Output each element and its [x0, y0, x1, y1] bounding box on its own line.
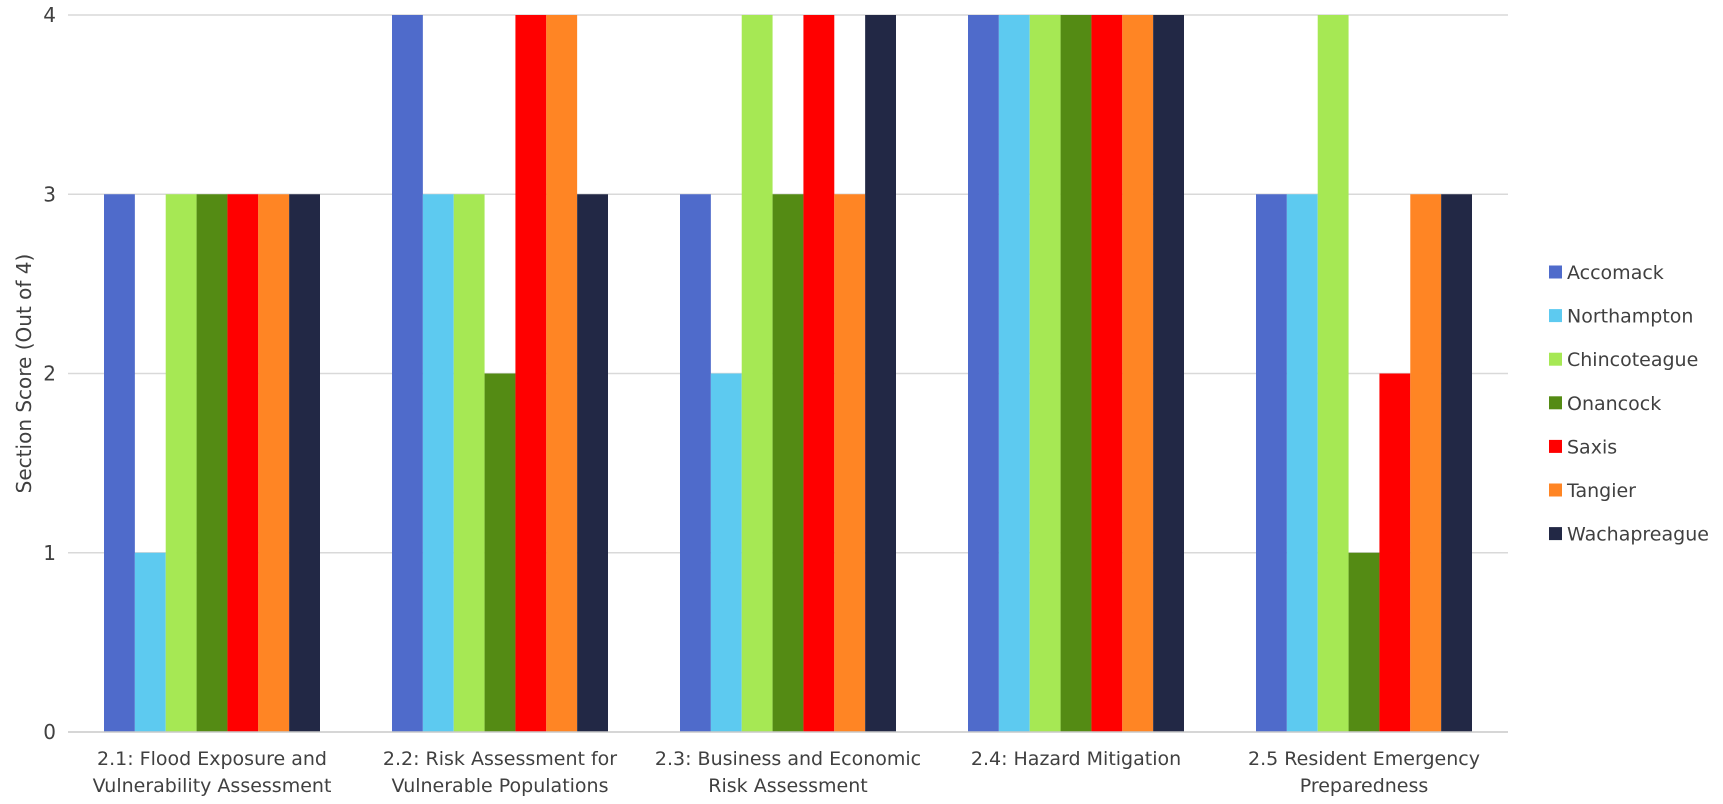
axes: 0 1 2 3 4 2.1: Flood Exposure and Vulnerabilit… — [12, 3, 1508, 797]
bar-northampton — [1286, 194, 1318, 732]
bar-chincoteague — [1029, 15, 1061, 732]
legend-swatch-tangier — [1549, 483, 1562, 497]
bar-chincoteague — [741, 15, 773, 732]
bar-chincoteague — [453, 194, 485, 732]
bar-accomack — [1256, 194, 1287, 732]
bar-onancock — [1348, 552, 1380, 732]
legend-label-tangier: Tangier — [1566, 480, 1636, 502]
bar-wachapreague — [289, 194, 320, 732]
y-axis-title: Section Score (Out of 4) — [12, 254, 36, 494]
legend-label-wachapreague: Wachapreague — [1567, 524, 1709, 546]
bar-accomack — [104, 194, 135, 732]
y-tick-label: 4 — [43, 3, 56, 27]
bar-northampton — [998, 15, 1030, 732]
bar-accomack — [680, 194, 711, 732]
legend-label-northampton: Northampton — [1567, 306, 1693, 328]
bar-saxis — [1379, 373, 1411, 732]
legend-swatch-accomack — [1549, 265, 1562, 279]
bar-northampton — [710, 373, 742, 732]
bar-saxis — [1091, 15, 1123, 732]
bar-wachapreague — [577, 194, 608, 732]
bar-northampton — [422, 194, 454, 732]
legend-label-saxis: Saxis — [1567, 436, 1617, 458]
bar-accomack — [968, 15, 999, 732]
y-tick-label: 1 — [43, 541, 56, 565]
bar-saxis — [227, 194, 259, 732]
bar-chincoteague — [165, 194, 197, 732]
x-tick-label: 2.3: Business and Economic Risk Assessmen… — [655, 748, 921, 797]
legend-label-chincoteague: Chincoteague — [1567, 349, 1698, 371]
x-tick-label: 2.2: Risk Assessment for Vulnerable Popul… — [383, 748, 617, 797]
legend-swatch-saxis — [1549, 439, 1562, 453]
bar-accomack — [392, 15, 423, 732]
bar-tangier — [1410, 194, 1442, 732]
bar-onancock — [484, 373, 516, 732]
bar-wachapreague — [1153, 15, 1184, 732]
legend-swatch-northampton — [1549, 309, 1562, 323]
bar-northampton — [134, 552, 166, 732]
legend-label-onancock: Onancock — [1567, 393, 1661, 415]
legend: Accomack Northampton Chincoteague Onancock S… — [1549, 262, 1709, 546]
bar-saxis — [515, 15, 547, 732]
bar-onancock — [772, 194, 804, 732]
legend-swatch-wachapreague — [1549, 527, 1562, 541]
bar-saxis — [803, 15, 835, 732]
x-tick-label: 2.5 Resident Emergency Preparedness — [1248, 748, 1480, 797]
legend-swatch-onancock — [1549, 396, 1562, 410]
bar-tangier — [1122, 15, 1154, 732]
bar-chincoteague — [1317, 15, 1349, 732]
x-tick-label: 2.4: Hazard Mitigation — [971, 748, 1181, 770]
legend-swatch-chincoteague — [1549, 352, 1562, 366]
bar-onancock — [1060, 15, 1092, 732]
bar-tangier — [258, 194, 290, 732]
y-tick-label: 0 — [43, 720, 56, 744]
y-tick-label: 3 — [43, 182, 56, 206]
bar-tangier — [546, 15, 578, 732]
bar-wachapreague — [1441, 194, 1472, 732]
legend-label-accomack: Accomack — [1567, 262, 1664, 284]
x-tick-label: 2.1: Flood Exposure and Vulnerability Ass… — [93, 748, 332, 797]
bar-tangier — [834, 194, 866, 732]
bar-wachapreague — [865, 15, 896, 732]
bars — [104, 15, 1472, 732]
y-tick-label: 2 — [43, 362, 56, 386]
bar-onancock — [196, 194, 228, 732]
